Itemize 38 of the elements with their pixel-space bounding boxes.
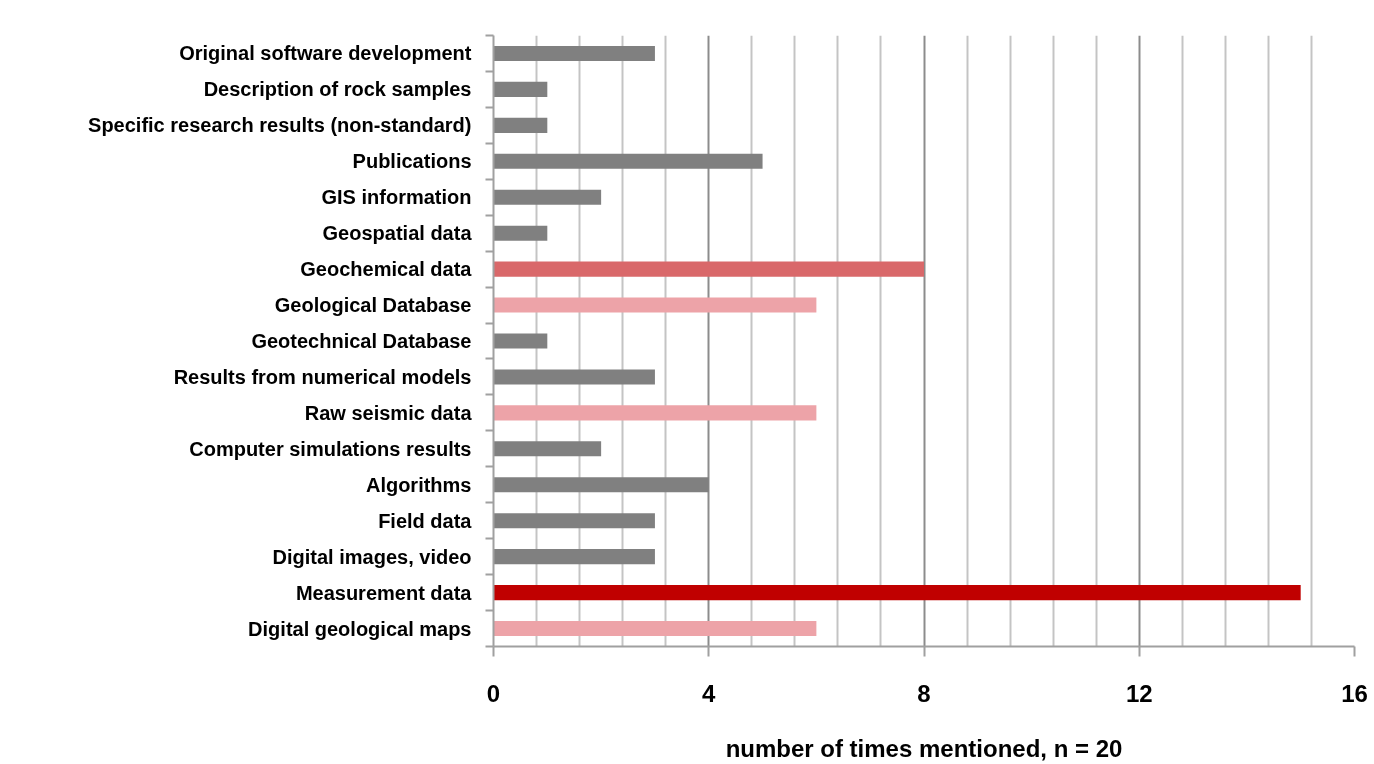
y-tick-label: Digital images, video (272, 545, 472, 568)
x-tick-label: 8 (917, 679, 931, 707)
y-tick-label: Publications (352, 150, 472, 173)
y-tick-label: Geochemical data (300, 258, 473, 281)
bar (493, 297, 817, 313)
y-tick-label: Geospatial data (322, 222, 473, 245)
bar (493, 405, 817, 421)
y-tick-label: Description of rock samples (203, 78, 472, 101)
bar (493, 81, 548, 97)
y-tick-label: GIS information (321, 186, 472, 209)
y-tick-label: Specific research results (non-standard) (88, 114, 472, 137)
y-tick-label: Digital geological maps (248, 617, 472, 640)
y-tick-label: Raw seismic data (304, 401, 473, 424)
y-tick-label: Original software development (179, 42, 472, 65)
x-tick-label: 0 (486, 679, 501, 707)
x-axis-title: number of times mentioned, n = 20 (725, 734, 1123, 762)
bar (493, 513, 655, 529)
y-tick-label: Algorithms (365, 473, 472, 496)
bar (493, 45, 655, 62)
bar (493, 261, 924, 277)
x-tick-label: 12 (1125, 679, 1153, 707)
bar (493, 117, 548, 133)
y-tick-label: Results from numerical models (173, 365, 472, 388)
y-tick-label: Measurement data (295, 581, 473, 604)
bar (493, 585, 1301, 601)
y-tick-label: Geotechnical Database (251, 330, 472, 352)
x-tick-label: 16 (1341, 679, 1368, 707)
bar (493, 333, 548, 349)
bar (493, 441, 602, 457)
bar (493, 225, 548, 241)
bar (493, 549, 655, 565)
y-tick-label: Field data (378, 509, 473, 532)
y-tick-label: Geological Database (274, 294, 472, 317)
x-tick-label: 4 (702, 679, 717, 707)
bar (493, 620, 817, 637)
bar (493, 189, 602, 205)
bar (493, 369, 655, 385)
y-tick-label: Computer simulations results (189, 437, 472, 460)
